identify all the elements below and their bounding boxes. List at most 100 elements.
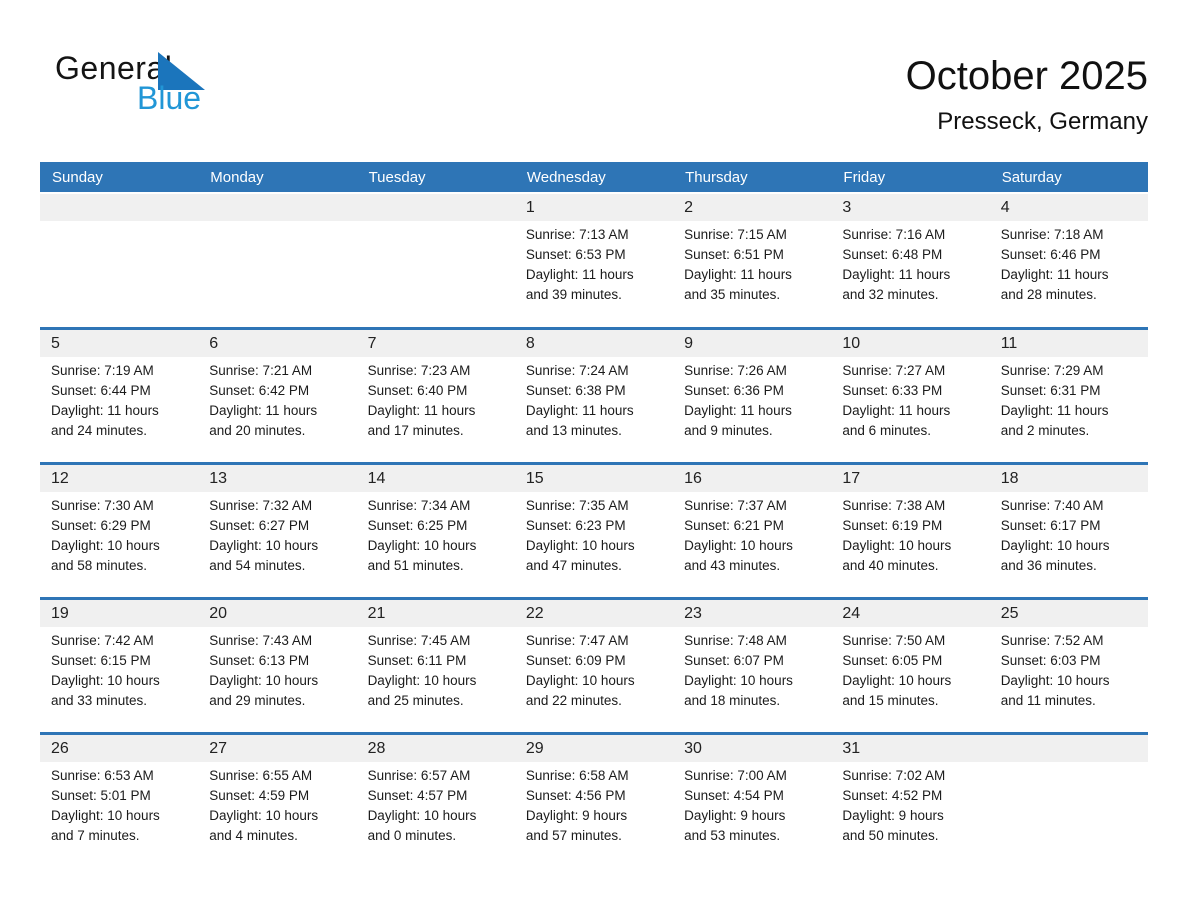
daylight-line-2: and 40 minutes. (842, 558, 939, 573)
day-cell-body: Sunrise: 7:16 AM Sunset: 6:48 PM Daylight:… (831, 221, 989, 305)
day-cell-body: Sunrise: 7:24 AM Sunset: 6:38 PM Daylight:… (515, 357, 673, 441)
daylight-line-1: Daylight: 10 hours (842, 538, 952, 553)
sunrise-line: Sunrise: 7:32 AM (209, 498, 313, 513)
daylight-line-1: Daylight: 10 hours (367, 538, 477, 553)
day-cell: 14 Sunrise: 7:34 AM Sunset: 6:25 PM Dayligh… (356, 465, 515, 597)
daylight-line-1: Daylight: 10 hours (525, 673, 635, 688)
day-number-strip: 28 (356, 735, 515, 762)
day-number: 9 (684, 334, 694, 352)
day-cell-body: Sunrise: 7:00 AM Sunset: 4:54 PM Daylight:… (673, 762, 831, 846)
sunset-line: Sunset: 6:42 PM (209, 383, 310, 398)
sunset-line: Sunset: 6:11 PM (367, 653, 467, 668)
daylight-line-2: and 29 minutes. (209, 693, 306, 708)
sunrise-line: Sunrise: 7:42 AM (51, 633, 154, 648)
day-number-strip: 21 (356, 600, 515, 627)
weekday-header-sunday: Sunday (52, 168, 103, 186)
day-cell-body: Sunrise: 7:35 AM Sunset: 6:23 PM Daylight:… (515, 492, 673, 576)
sunset-line: Sunset: 6:03 PM (1000, 653, 1101, 668)
day-number-strip: 16 (673, 465, 832, 492)
day-number: 26 (51, 739, 69, 757)
day-number-strip (989, 735, 1148, 762)
day-number: 21 (367, 604, 386, 622)
daylight-line-1: Daylight: 11 hours (51, 403, 159, 418)
daylight-line-1: Daylight: 11 hours (842, 403, 951, 418)
weekday-header-monday: Monday (210, 168, 264, 186)
weekday-header-tuesday: Tuesday (368, 168, 426, 186)
sunset-line: Sunset: 6:23 PM (525, 518, 626, 533)
day-number-strip: 7 (356, 330, 515, 357)
sunrise-line: Sunrise: 7:37 AM (684, 498, 787, 513)
day-cell: 3 Sunrise: 7:16 AM Sunset: 6:48 PM Daylight… (831, 194, 990, 327)
logo-text-blue: Blue (137, 80, 202, 116)
day-cell: 4 Sunrise: 7:18 AM Sunset: 6:46 PM Daylight… (989, 194, 1148, 327)
daylight-line-1: Daylight: 11 hours (525, 267, 634, 282)
day-number: 12 (51, 469, 69, 487)
day-number-strip: 3 (831, 194, 990, 221)
sunrise-line: Sunrise: 7:26 AM (684, 363, 787, 378)
day-cell-body: Sunrise: 7:30 AM Sunset: 6:29 PM Daylight:… (40, 492, 198, 576)
day-number: 2 (684, 198, 694, 216)
day-number-strip: 12 (40, 465, 199, 492)
daylight-line-2: and 57 minutes. (525, 828, 622, 843)
daylight-line-2: and 39 minutes. (525, 287, 622, 302)
day-cell-body: Sunrise: 7:52 AM Sunset: 6:03 PM Daylight:… (990, 627, 1148, 711)
weekday-header-friday: Friday (843, 168, 886, 186)
day-number-strip: 27 (198, 735, 357, 762)
daylight-line-1: Daylight: 11 hours (842, 267, 951, 282)
daylight-line-1: Daylight: 11 hours (1000, 403, 1109, 418)
daylight-line-1: Daylight: 10 hours (525, 538, 635, 553)
day-number-strip (356, 194, 515, 221)
day-cell-body: Sunrise: 7:19 AM Sunset: 6:44 PM Daylight:… (40, 357, 198, 441)
day-number-strip: 24 (831, 600, 990, 627)
sunset-line: Sunset: 6:09 PM (525, 653, 626, 668)
daylight-line-2: and 47 minutes. (525, 558, 622, 573)
day-cell-body: Sunrise: 7:50 AM Sunset: 6:05 PM Daylight:… (831, 627, 989, 711)
day-number-strip: 17 (831, 465, 990, 492)
day-number: 4 (1000, 198, 1010, 216)
day-number: 1 (525, 198, 535, 216)
day-number-strip: 10 (831, 330, 990, 357)
day-cell-body: Sunrise: 6:57 AM Sunset: 4:57 PM Daylight:… (357, 762, 515, 846)
daylight-line-2: and 4 minutes. (209, 828, 298, 843)
day-number: 18 (1000, 469, 1019, 487)
day-cell-body (198, 221, 356, 225)
day-number: 13 (209, 469, 228, 487)
day-cell: 25 Sunrise: 7:52 AM Sunset: 6:03 PM Dayligh… (989, 600, 1148, 732)
day-cell: 28 Sunrise: 6:57 AM Sunset: 4:57 PM Dayligh… (356, 735, 515, 867)
day-cell: 21 Sunrise: 7:45 AM Sunset: 6:11 PM Dayligh… (356, 600, 515, 732)
day-cell: 13 Sunrise: 7:32 AM Sunset: 6:27 PM Dayligh… (198, 465, 357, 597)
daylight-line-2: and 20 minutes. (209, 423, 306, 438)
day-cell: 1 Sunrise: 7:13 AM Sunset: 6:53 PM Daylight… (514, 194, 674, 327)
day-cell-body: Sunrise: 7:45 AM Sunset: 6:11 PM Daylight:… (357, 627, 515, 711)
day-number-strip: 22 (514, 600, 674, 627)
week-row: 19 Sunrise: 7:42 AM Sunset: 6:15 PM Dayligh… (40, 597, 1148, 732)
day-cell: 26 Sunrise: 6:53 AM Sunset: 5:01 PM Dayligh… (40, 735, 199, 867)
week-row: 26 Sunrise: 6:53 AM Sunset: 5:01 PM Dayligh… (40, 732, 1148, 867)
sunrise-line: Sunrise: 6:58 AM (525, 768, 629, 783)
sunset-line: Sunset: 6:17 PM (1000, 518, 1101, 533)
sunrise-line: Sunrise: 7:00 AM (684, 768, 787, 783)
sunrise-line: Sunrise: 7:27 AM (842, 363, 946, 378)
daylight-line-1: Daylight: 10 hours (51, 808, 160, 823)
sunset-line: Sunset: 6:21 PM (684, 518, 784, 533)
sunrise-line: Sunrise: 7:45 AM (367, 633, 471, 648)
day-cell-body (40, 221, 198, 225)
sunrise-line: Sunrise: 7:35 AM (525, 498, 629, 513)
day-number: 19 (51, 604, 69, 622)
day-cell: 12 Sunrise: 7:30 AM Sunset: 6:29 PM Dayligh… (40, 465, 199, 597)
sunset-line: Sunset: 6:27 PM (209, 518, 310, 533)
sunset-line: Sunset: 6:15 PM (51, 653, 151, 668)
daylight-line-1: Daylight: 9 hours (842, 808, 944, 823)
day-number-strip (198, 194, 357, 221)
day-cell: 2 Sunrise: 7:15 AM Sunset: 6:51 PM Daylight… (673, 194, 832, 327)
day-number-strip: 18 (989, 465, 1148, 492)
daylight-line-1: Daylight: 11 hours (684, 267, 792, 282)
day-cell-body: Sunrise: 7:43 AM Sunset: 6:13 PM Daylight:… (198, 627, 356, 711)
week-row: 1 Sunrise: 7:13 AM Sunset: 6:53 PM Daylight… (40, 194, 1148, 327)
sunrise-line: Sunrise: 7:24 AM (525, 363, 629, 378)
day-number: 25 (1000, 604, 1019, 622)
day-number: 16 (684, 469, 702, 487)
day-cell-body: Sunrise: 7:32 AM Sunset: 6:27 PM Daylight:… (198, 492, 356, 576)
day-cell-body: Sunrise: 7:47 AM Sunset: 6:09 PM Daylight:… (515, 627, 673, 711)
day-cell: 20 Sunrise: 7:43 AM Sunset: 6:13 PM Dayligh… (198, 600, 357, 732)
